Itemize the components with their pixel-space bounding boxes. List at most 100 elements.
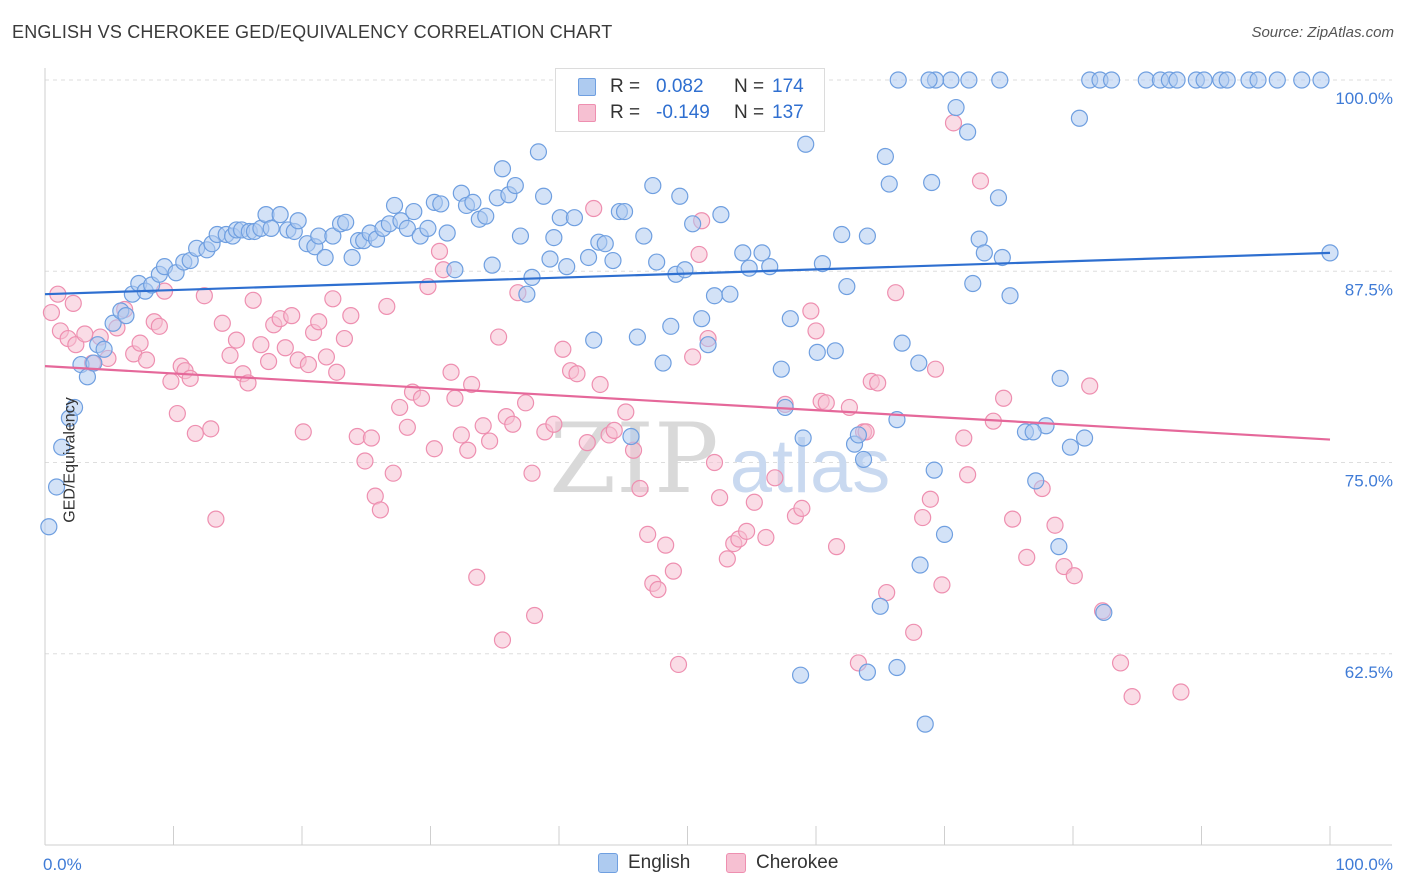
cherokee-point [944,114,963,132]
cherokee-point [905,623,923,641]
english-point [644,176,662,195]
cherokee-point [926,360,945,378]
cherokee-point [259,352,278,371]
english-point [959,123,977,141]
english-point [1293,71,1311,89]
english-point [262,219,280,238]
english-point [854,450,873,469]
english-legend-swatch [598,853,618,873]
english-point [871,597,889,615]
english-legend-label: English [628,852,691,873]
cherokee-point [384,464,402,482]
english-point [47,478,66,496]
cherokee-point [869,374,887,392]
cherokee-point [150,317,168,335]
english-point [813,255,832,273]
english-point [1027,472,1045,490]
cherokee-point [1172,683,1190,701]
english-point [676,261,694,279]
cherokee-r-label: R = [610,102,641,123]
x-tick-label-end: 100.0% [1335,855,1393,874]
english-point [385,196,404,215]
english-point [1102,71,1121,89]
english-point [889,71,907,89]
cherokee-point [391,398,409,417]
english-n-label: N = [734,76,765,97]
english-point [432,195,450,213]
cherokee-point [504,415,522,433]
english-point [271,206,289,224]
english-point [405,202,423,221]
cherokee-point [525,606,544,625]
english-point [483,256,501,274]
cherokee-point [959,466,977,484]
cherokee-point [425,440,443,458]
english-point [826,342,844,360]
x-tick-labels: 0.0% 100.0% [43,855,1393,874]
english-point [1001,287,1019,305]
cherokee-point [186,424,204,443]
english-point [808,343,826,361]
cherokee-point [585,199,603,218]
english-point [705,287,724,305]
cherokee-point [294,423,312,441]
source-label: Source: ZipAtlas.com [1251,24,1394,41]
cherokee-point [591,375,609,394]
english-point [518,285,536,303]
english-point [534,187,553,205]
cherokee-point [324,290,342,308]
english-point [772,360,790,378]
cherokee-n-value: 137 [772,102,804,123]
english-point [712,206,730,224]
cherokee-point [1046,516,1064,534]
english-point [975,244,993,262]
english-point [911,556,929,574]
english-point [1051,369,1069,387]
english-point [794,429,812,447]
cherokee-point [474,417,492,435]
english-point [893,334,911,352]
cherokee-point [807,322,825,340]
cherokee-point [639,525,657,544]
cherokee-point [649,580,667,599]
english-point [761,258,779,276]
english-point [40,518,58,536]
english-point [615,202,634,221]
y-tick-label: 100.0% [1335,89,1393,108]
cherokee-point [335,329,354,348]
english-point [579,248,598,267]
cherokee-point [452,426,470,444]
english-point [324,227,342,245]
english-point [947,98,965,117]
bottom-legend-cherokee: Cherokee [726,852,838,874]
cherokee-point [690,245,708,264]
english-point [1249,71,1267,89]
english-point [85,354,103,372]
cherokee-point [669,655,688,674]
y-tick-labels: 62.5% 75.0% 87.5% 100.0% [1335,89,1393,682]
english-point [585,331,603,349]
cherokee-point [131,334,149,352]
english-point [671,187,689,205]
english-point [596,235,614,253]
english-point [880,175,898,193]
cherokee-r-value: -0.149 [656,102,710,123]
cherokee-swatch [578,104,596,122]
cherokee-point [328,363,346,381]
english-r-label: R = [610,76,641,97]
cherokee-point [1018,548,1036,566]
english-point [935,525,954,544]
trend-lines [44,251,1331,441]
cherokee-point [442,363,460,381]
english-point [1268,71,1286,89]
cherokee-point [348,427,366,446]
english-point [991,71,1009,89]
cherokee-point [213,314,231,332]
legend-row-english: R = 0.082 N = 174 [578,75,804,99]
cherokee-point [64,294,82,312]
cherokee-point [545,415,563,433]
english-point [753,244,771,262]
english-point [1195,71,1213,89]
english-point [888,658,906,677]
